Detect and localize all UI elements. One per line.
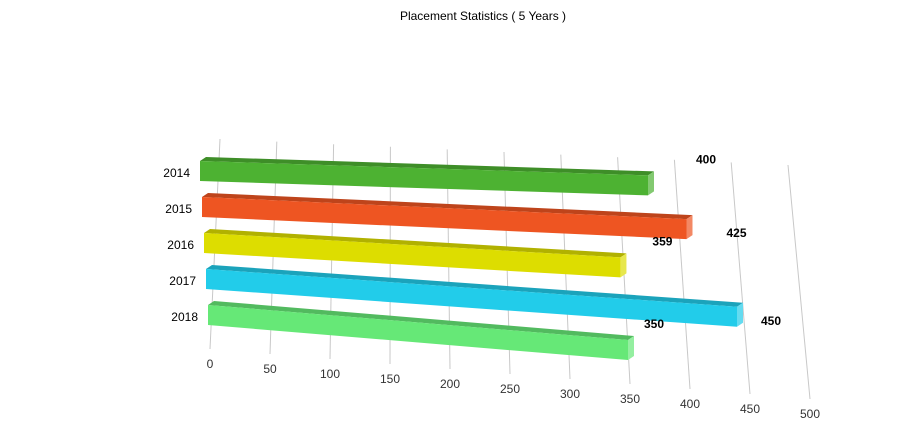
category-label: 2018 <box>171 310 198 324</box>
bar-end-cap <box>648 171 654 196</box>
x-tick-label: 300 <box>560 387 580 401</box>
category-label: 2017 <box>169 274 196 288</box>
gridline <box>787 164 811 400</box>
x-tick-label: 450 <box>740 402 760 416</box>
bar <box>202 197 687 240</box>
x-tick-label: 50 <box>263 362 277 376</box>
bar <box>200 161 648 196</box>
bar-end-cap <box>628 336 634 360</box>
x-tick-label: 0 <box>207 357 214 371</box>
category-label: 2015 <box>165 202 192 216</box>
data-label: 350 <box>644 317 664 331</box>
bar-top-face <box>206 265 743 307</box>
bar-end-cap <box>737 302 743 327</box>
bar-top-face <box>204 229 627 258</box>
x-tick-label: 250 <box>500 382 520 396</box>
bar-end-cap <box>686 215 693 240</box>
bar-top-face <box>200 157 654 176</box>
x-tick-label: 400 <box>680 397 700 411</box>
bar-top-face <box>202 193 693 220</box>
bar-end-cap <box>620 253 627 278</box>
data-label: 359 <box>652 234 672 248</box>
data-label: 450 <box>761 314 781 328</box>
gridline <box>673 159 691 390</box>
bar-top-face <box>208 301 634 340</box>
data-label: 400 <box>696 152 716 166</box>
gridline <box>730 162 751 395</box>
x-tick-label: 350 <box>620 392 640 406</box>
x-tick-label: 500 <box>800 407 820 421</box>
bar <box>206 269 737 327</box>
x-tick-label: 150 <box>380 372 400 386</box>
x-tick-label: 100 <box>320 367 340 381</box>
chart-title: Placement Statistics ( 5 Years ) <box>399 9 567 23</box>
x-tick-label: 200 <box>440 377 460 391</box>
category-label: 2014 <box>163 166 190 180</box>
data-label: 425 <box>726 226 746 240</box>
category-label: 2016 <box>167 238 194 252</box>
bar <box>204 233 621 278</box>
bar <box>208 305 628 360</box>
